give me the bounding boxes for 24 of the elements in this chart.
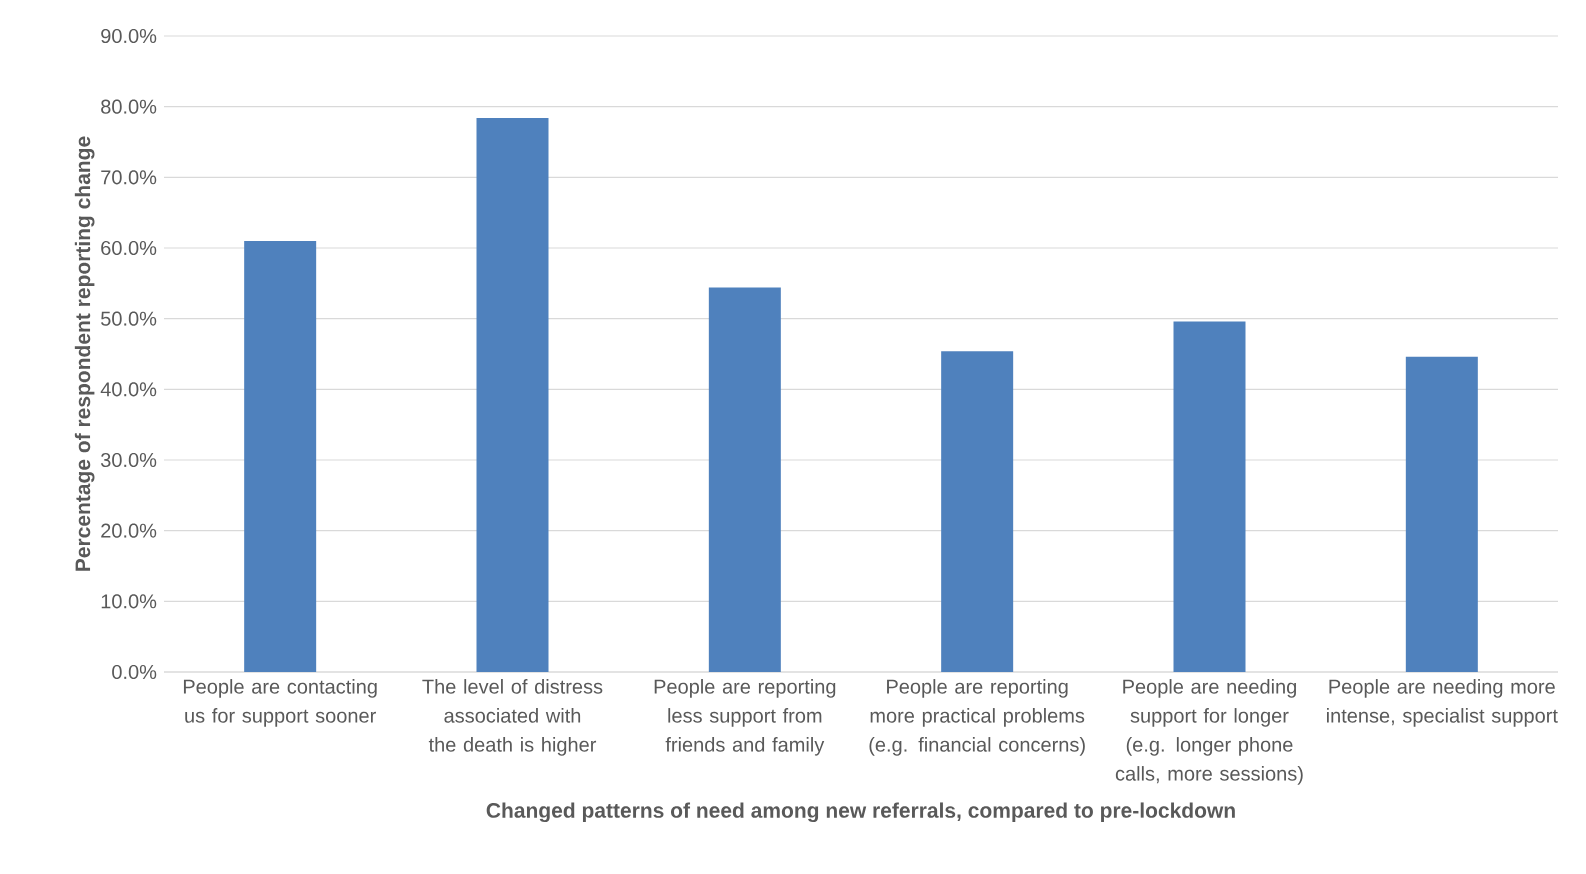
y-tick-label: 40.0%: [100, 382, 157, 397]
y-tick-label: 60.0%: [101, 240, 157, 256]
bar: [708, 287, 781, 672]
y-tick-label: 80.0%: [101, 99, 157, 114]
y-axis-title: Percentage of respondent reporting change: [74, 136, 95, 571]
x-tick-label: People are needing more intense, specialist support: [1327, 679, 1558, 727]
bar: [476, 117, 549, 672]
bar: [1173, 321, 1246, 672]
x-axis-title: Changed patterns of need among new referrals, compared to pre-lockdown: [486, 802, 1235, 823]
y-tick-label: 30.0%: [100, 452, 157, 468]
x-tick-label: The level of distress associated with the death is higher: [422, 679, 603, 756]
x-tick-label: People are contacting us for support sooner: [183, 679, 377, 727]
y-tick-label: 0.0%: [112, 664, 157, 680]
bar: [244, 240, 317, 672]
y-tick-label: 10.0%: [101, 594, 157, 609]
y-tick-label: 90.0%: [101, 28, 157, 44]
y-tick-label: 70.0%: [101, 170, 157, 185]
bar: [1405, 356, 1478, 672]
x-tick-label: People are reporting less support from friends and family: [654, 679, 836, 756]
y-tick-label: 20.0%: [101, 523, 157, 538]
x-tick-label: People are needing support for longer (e.g. longer phone calls, more sessions): [1115, 679, 1303, 785]
x-tick-label: People are reporting more practical problems (e.g. financial concerns): [869, 679, 1085, 756]
y-tick-label: 50.0%: [101, 311, 157, 326]
bar: [941, 351, 1014, 672]
